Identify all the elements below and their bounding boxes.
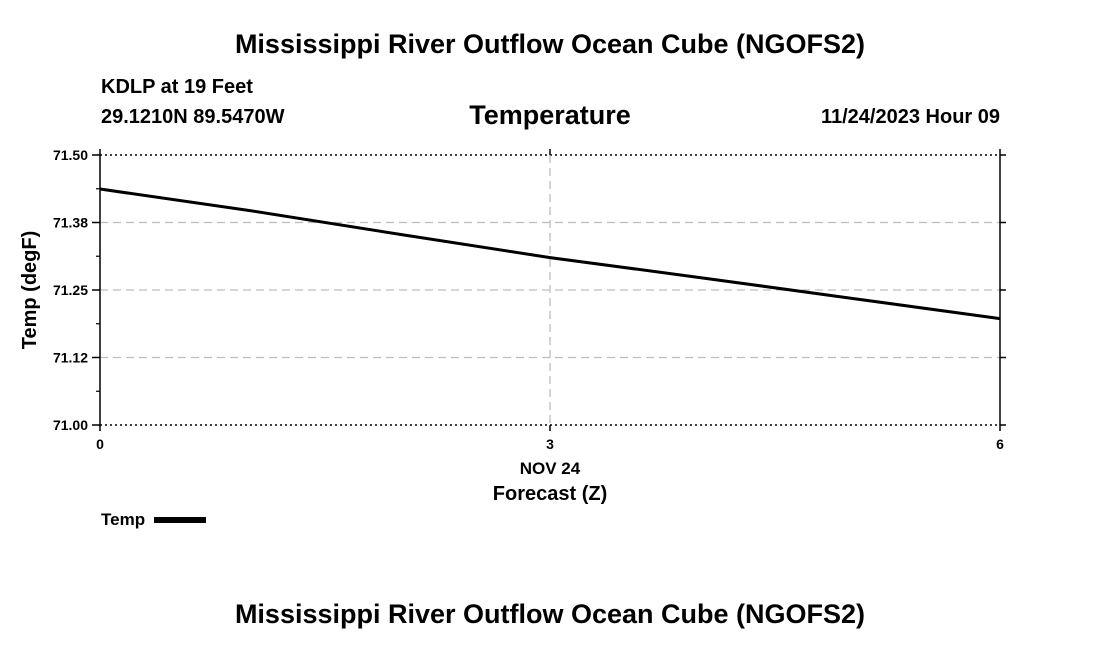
y-tick-label: 71.12 <box>53 350 88 366</box>
y-tick-label: 71.00 <box>53 417 88 433</box>
x-tick-label: 0 <box>96 436 104 452</box>
chart-subtitle: Temperature <box>469 100 631 130</box>
x-axis-label: Forecast (Z) <box>493 483 607 505</box>
axis-ticks: 71.00 71.12 71.25 71.38 71.50 0 3 6 <box>53 147 1006 452</box>
station-coordinates: 29.1210N 89.5470W <box>101 106 285 128</box>
footer-title: Mississippi River Outflow Ocean Cube (NG… <box>234 599 866 629</box>
series-layer <box>99 187 1001 321</box>
x-tick-label: 3 <box>546 436 554 452</box>
chart-title: Mississippi River Outflow Ocean Cube (NG… <box>234 29 866 59</box>
x-tick-label: 6 <box>996 436 1004 452</box>
forecast-datetime: 11/24/2023 Hour 09 <box>820 106 1000 128</box>
legend-swatch-temp <box>154 517 207 523</box>
y-axis-label: Temp (degF) <box>19 231 41 350</box>
y-tick-label: 71.38 <box>53 215 88 231</box>
legend: Temp <box>101 509 207 531</box>
x-date-label: NOV 24 <box>520 459 581 478</box>
grid-lines <box>100 154 1000 426</box>
y-tick-label: 71.50 <box>53 147 88 163</box>
legend-label-temp: Temp <box>101 510 146 529</box>
station-label: KDLP at 19 Feet <box>101 76 253 98</box>
y-tick-label: 71.25 <box>53 282 88 298</box>
